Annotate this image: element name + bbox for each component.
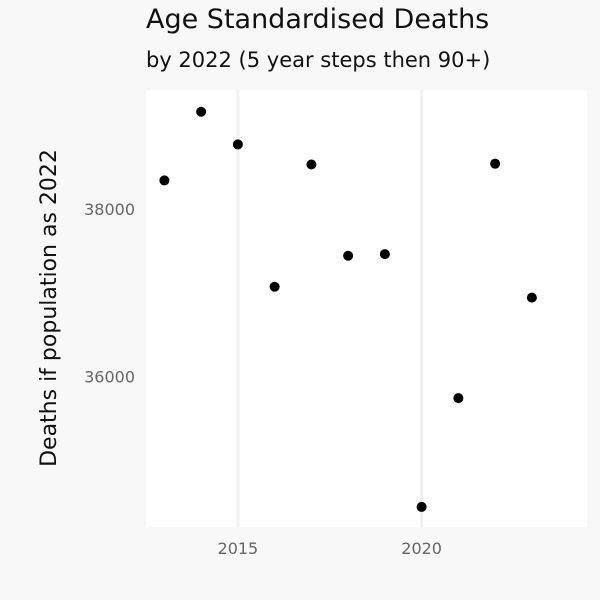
plot-panel bbox=[146, 90, 587, 527]
chart-subtitle: by 2022 (5 year steps then 90+) bbox=[146, 48, 491, 72]
chart-title: Age Standardised Deaths bbox=[146, 4, 490, 35]
data-point bbox=[196, 106, 207, 117]
data-point bbox=[490, 158, 501, 169]
data-point bbox=[453, 393, 464, 404]
data-point bbox=[526, 292, 537, 303]
y-tick-label: 38000 bbox=[84, 200, 135, 219]
data-point bbox=[379, 249, 390, 260]
data-point bbox=[269, 281, 280, 292]
x-tick-label: 2020 bbox=[401, 539, 442, 558]
data-points bbox=[159, 106, 537, 512]
x-axis-ticks: 2015 2020 bbox=[218, 539, 442, 558]
data-point bbox=[306, 159, 317, 170]
data-point bbox=[343, 250, 354, 261]
y-axis-ticks: 36000 38000 bbox=[84, 200, 135, 386]
y-tick-label: 36000 bbox=[84, 367, 135, 386]
grid-lines bbox=[236, 90, 424, 527]
data-point bbox=[416, 501, 427, 512]
data-point bbox=[159, 175, 170, 186]
x-tick-label: 2015 bbox=[218, 539, 259, 558]
y-axis-title: Deaths if population as 2022 bbox=[37, 149, 62, 467]
data-point bbox=[232, 139, 243, 150]
